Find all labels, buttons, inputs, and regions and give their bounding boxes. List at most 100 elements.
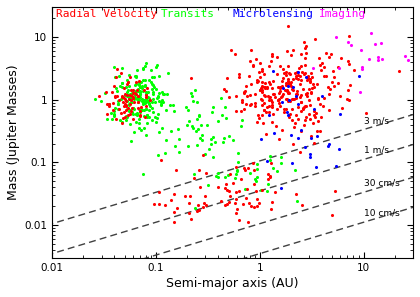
Point	[254, 161, 261, 166]
Point	[253, 78, 260, 83]
Point	[122, 101, 129, 106]
Point	[232, 200, 239, 205]
Point	[133, 79, 139, 84]
Point	[219, 140, 226, 145]
Point	[185, 143, 192, 148]
Point	[126, 121, 133, 126]
Point	[308, 86, 315, 91]
Point	[263, 84, 270, 89]
Point	[142, 99, 149, 104]
Point	[307, 151, 314, 156]
Point	[223, 116, 230, 120]
Point	[265, 95, 272, 100]
Point	[125, 106, 132, 110]
Point	[119, 99, 126, 104]
Point	[290, 48, 297, 53]
Point	[307, 102, 314, 107]
Point	[161, 203, 168, 208]
Point	[298, 99, 304, 104]
Point	[141, 114, 147, 119]
Point	[307, 155, 313, 159]
Point	[375, 55, 382, 60]
Point	[110, 100, 116, 105]
Text: Microlensing: Microlensing	[233, 10, 313, 20]
Point	[356, 90, 363, 94]
Point	[329, 68, 336, 73]
Point	[218, 113, 225, 117]
Point	[138, 80, 145, 85]
Point	[287, 80, 294, 85]
Point	[275, 97, 282, 102]
Point	[118, 80, 125, 85]
Point	[273, 169, 280, 174]
Point	[240, 106, 247, 111]
Point	[139, 78, 146, 82]
Point	[258, 188, 265, 192]
Point	[265, 94, 271, 98]
Point	[160, 91, 166, 96]
Point	[158, 157, 164, 162]
Point	[161, 150, 168, 155]
Point	[269, 85, 276, 90]
Point	[268, 97, 274, 102]
Point	[258, 86, 265, 90]
Point	[331, 75, 337, 79]
Point	[296, 66, 302, 70]
Point	[139, 108, 145, 113]
Point	[223, 88, 230, 93]
Point	[196, 136, 203, 141]
Point	[281, 109, 288, 114]
Point	[345, 62, 352, 67]
Point	[286, 80, 293, 85]
Point	[311, 107, 318, 111]
Point	[278, 83, 285, 88]
Text: 10 cm/s: 10 cm/s	[363, 209, 399, 218]
Point	[228, 47, 235, 52]
Point	[246, 73, 252, 78]
Point	[128, 106, 135, 111]
Point	[313, 111, 320, 116]
Point	[291, 97, 298, 102]
Point	[156, 189, 163, 194]
Point	[205, 183, 212, 187]
Point	[132, 112, 139, 116]
Point	[289, 87, 296, 92]
Point	[174, 126, 181, 131]
Point	[278, 95, 285, 100]
Point	[153, 96, 160, 100]
Point	[149, 100, 156, 105]
Point	[255, 201, 262, 206]
Point	[257, 75, 264, 79]
Point	[303, 50, 310, 55]
Point	[293, 74, 299, 79]
Point	[136, 82, 142, 87]
Point	[246, 201, 253, 206]
Point	[117, 117, 123, 122]
Point	[270, 111, 276, 116]
Point	[259, 84, 265, 89]
Point	[359, 65, 366, 69]
Point	[323, 74, 330, 79]
Point	[236, 72, 243, 76]
Point	[205, 147, 212, 151]
Point	[311, 109, 318, 114]
Point	[221, 186, 228, 191]
Point	[274, 106, 281, 111]
Point	[200, 200, 207, 205]
Point	[194, 209, 200, 214]
Point	[265, 97, 272, 102]
Point	[284, 76, 291, 81]
Point	[308, 135, 315, 140]
Point	[120, 86, 127, 90]
Point	[135, 106, 142, 111]
Point	[259, 113, 265, 118]
Point	[127, 108, 134, 113]
Point	[194, 100, 201, 105]
Point	[125, 80, 132, 85]
Point	[128, 88, 134, 93]
Point	[136, 78, 143, 83]
Point	[185, 201, 192, 206]
Point	[105, 103, 112, 108]
Point	[185, 119, 192, 124]
Point	[319, 94, 326, 98]
